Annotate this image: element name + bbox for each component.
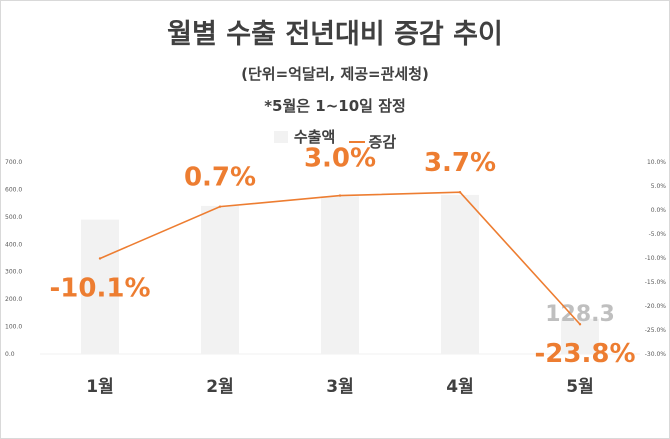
x-tick-label: 1월 [86,377,113,397]
bar-data-label: 128.3 [545,302,615,327]
y-right-tick-label: -30.0% [645,351,667,358]
legend-item-bar: 수출액 [273,126,336,147]
y-left-tick-label: 500.0 [5,214,22,221]
y-left-tick-label: 200.0 [5,296,22,303]
x-tick-label: 2월 [206,377,233,397]
x-tick-label: 5월 [566,377,593,397]
chart-title: 월별 수출 전년대비 증감 추이 [167,19,503,50]
bar-1 [81,219,119,354]
legend-bar-swatch [273,130,288,143]
line-data-label: 0.7% [184,163,256,193]
y-right-tick-label: -15.0% [645,279,667,286]
bar-4 [441,194,479,354]
y-right-tick-label: 5.0% [651,183,667,190]
y-left-tick-label: 700.0 [5,159,22,166]
chart-subtitle: (단위=억달러, 제공=관세청) [241,65,429,83]
y-right-tick-label: -25.0% [645,327,667,334]
y-right-tick-label: 0.0% [651,207,667,214]
y-left-tick-label: 400.0 [5,241,22,248]
x-tick-label: 3월 [326,377,353,397]
chart-note: *5월은 1~10일 잠정 [264,97,406,115]
legend-line-swatch [348,140,365,143]
y-left-tick-label: 100.0 [5,324,22,331]
legend-line-label: 증감 [368,133,397,151]
line-data-label: -23.8% [535,339,636,369]
legend-item-line: 증감 [348,131,397,152]
bar-3 [321,196,359,354]
line-data-label: 3.0% [304,144,376,174]
y-left-tick-label: 0.0 [5,351,15,358]
line-point-3 [338,194,342,197]
y-left-tick-label: 600.0 [5,186,22,193]
y-left-tick-label: 300.0 [5,269,22,276]
line-data-label: -10.1% [50,273,151,303]
line-point-1 [98,257,102,260]
bar-2 [201,205,239,354]
y-right-tick-label: -20.0% [645,303,667,310]
line-point-4 [458,191,462,194]
y-right-tick-label: -5.0% [649,231,667,238]
line-point-2 [218,205,222,208]
legend: 수출액 증감 [0,126,670,152]
x-tick-label: 4월 [446,377,473,397]
y-right-tick-label: 10.0% [647,159,666,166]
line-point-5 [578,323,582,326]
line-data-label: 3.7% [424,148,496,178]
y-right-tick-label: -10.0% [645,255,667,262]
legend-bar-label: 수출액 [293,128,336,146]
